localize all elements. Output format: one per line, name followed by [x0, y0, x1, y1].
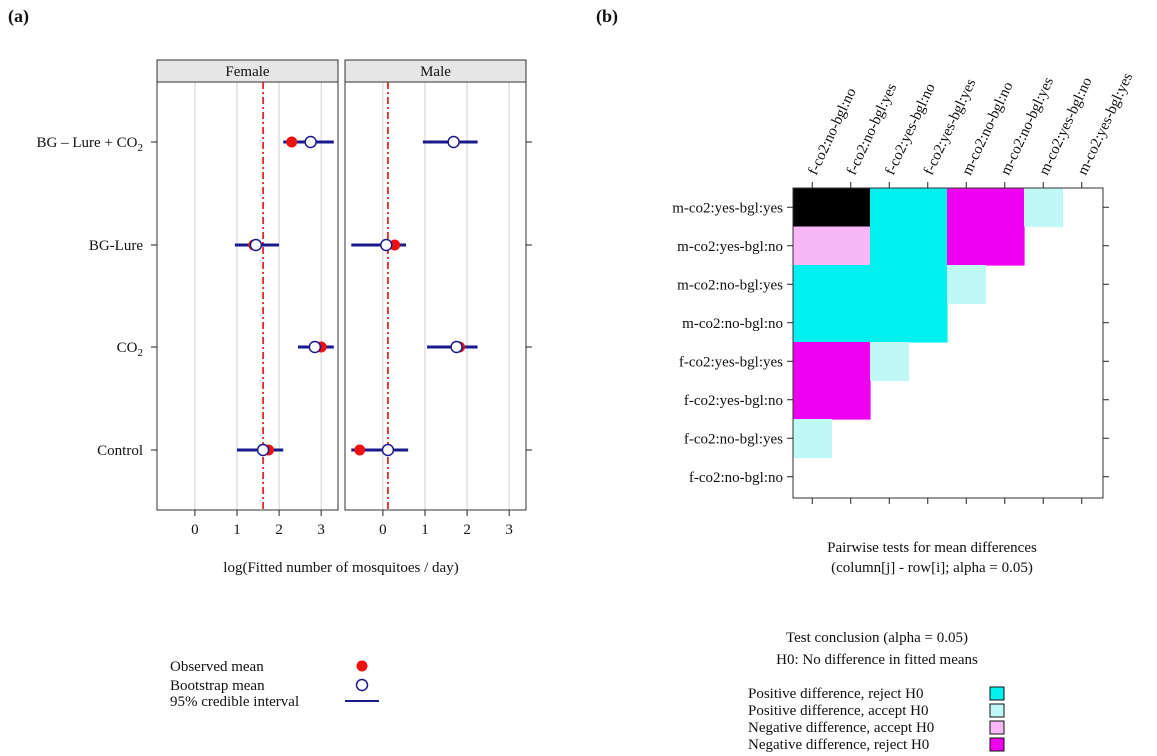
strip-label: Female [225, 64, 269, 80]
heatmap-cell [947, 188, 987, 228]
category-label-base: CO [117, 340, 138, 356]
category-label: Control [97, 443, 143, 459]
heatmap-cell [831, 265, 871, 305]
legend-swatch [989, 703, 1005, 718]
heatmap-cell [793, 265, 833, 305]
bootstrap-mean-dot [249, 238, 263, 252]
heatmap-cell [831, 226, 871, 266]
bootstrap-mean-dot [380, 238, 393, 252]
legend-label: Positive difference, reject H0 [748, 686, 924, 702]
category-label: CO2 [117, 340, 143, 359]
legend-swatch [989, 737, 1005, 752]
panel-frame [156, 81, 339, 511]
x-tick-label: 0 [379, 522, 387, 538]
heatmap-cell [870, 226, 910, 266]
category-label-base: Control [97, 443, 143, 459]
legend-bootstrap-symbol [355, 678, 369, 692]
x-tick-label: 3 [317, 522, 325, 538]
category-label: BG – Lure + CO2 [37, 135, 143, 154]
heatmap-cell [793, 226, 833, 266]
x-axis-label: log(Fitted number of mosquitoes / day) [223, 560, 458, 576]
bootstrap-mean-dot [381, 443, 395, 457]
x-tick-label: 0 [191, 522, 199, 538]
row-label: f-co2:yes-bgl:no [684, 393, 783, 409]
bootstrap-mean-dot [447, 135, 460, 149]
x-tick-label: 1 [421, 522, 429, 538]
heatmap-cell [908, 265, 948, 305]
observed-mean-dot [354, 444, 366, 456]
bootstrap-mean-dot [308, 340, 322, 354]
category-label-subscript: 2 [138, 347, 144, 359]
category-label-base: BG – Lure + CO [37, 135, 138, 151]
row-label: f-co2:no-bgl:yes [684, 431, 783, 447]
heatmap-cell [793, 419, 833, 459]
observed-mean-dot [286, 136, 298, 148]
heatmap-cell [831, 303, 871, 343]
heatmap-cell [831, 342, 871, 382]
category-label: BG-Lure [89, 238, 143, 254]
heatmap-cell [831, 188, 871, 228]
row-label: f-co2:no-bgl:no [689, 470, 783, 486]
bootstrap-mean-dot [256, 443, 270, 457]
heatmap-cell [793, 380, 833, 420]
observed-mean-dot [389, 239, 401, 251]
x-tick-label: 3 [505, 522, 513, 538]
heatmap-cell [870, 188, 910, 228]
panel-a-label: (a) [8, 6, 29, 27]
legend-label: Positive difference, accept H0 [748, 703, 928, 719]
panel-female: Female 0 1 2 3 [151, 59, 339, 538]
legend-title: Test conclusion (alpha = 0.05) [786, 630, 968, 646]
heatmap-cell [870, 303, 910, 343]
heatmap-cell [908, 188, 948, 228]
row-label: m-co2:yes-bgl:no [677, 239, 783, 255]
legend-label: 95% credible interval [170, 694, 299, 710]
panel-b-label: (b) [596, 6, 618, 27]
heatmap-cell [908, 303, 948, 343]
legend-swatch [989, 686, 1005, 701]
heatmap-cell [985, 188, 1025, 228]
panel-male: Male 0 1 2 3 [344, 59, 532, 538]
bootstrap-mean-dot [450, 340, 463, 354]
heatmap-cell [947, 226, 987, 266]
category-label-subscript: 2 [138, 142, 144, 154]
legend-label: Negative difference, reject H0 [748, 737, 929, 753]
pairwise-heatmap: f-co2:no-bgl:no f-co2:no-bgl:yes f-co2:yes… [672, 70, 1136, 753]
category-label-base: BG-Lure [89, 238, 143, 254]
row-label: m-co2:no-bgl:no [682, 316, 783, 332]
heatmap-subtitle: (column[j] - row[i]; alpha = 0.05) [831, 560, 1033, 576]
strip-label: Male [420, 64, 451, 80]
panel-frame [344, 81, 527, 511]
row-label: m-co2:yes-bgl:yes [672, 200, 783, 216]
legend-observed-symbol [356, 660, 368, 672]
heatmap-cell [793, 188, 833, 228]
legend-b: Test conclusion (alpha = 0.05) H0: No dif… [748, 630, 1005, 753]
row-label: f-co2:yes-bgl:yes [679, 354, 783, 370]
heatmap-cell [870, 342, 910, 382]
legend-label: Bootstrap mean [170, 678, 265, 694]
x-tick-label: 1 [233, 522, 241, 538]
row-label: m-co2:no-bgl:yes [677, 277, 783, 293]
heatmap-cell [908, 226, 948, 266]
heatmap-cell [947, 265, 987, 305]
legend-label: Observed mean [170, 659, 264, 675]
legend-subtitle: H0: No difference in fitted means [776, 652, 978, 668]
heatmap-cell [831, 380, 871, 420]
bootstrap-mean-dot [304, 135, 317, 149]
legend-swatch [989, 720, 1005, 735]
x-tick-label: 2 [275, 522, 283, 538]
heatmap-title: Pairwise tests for mean differences [827, 540, 1037, 556]
legend-label: Negative difference, accept H0 [748, 720, 934, 736]
heatmap-cell [793, 303, 833, 343]
heatmap-cell [985, 226, 1025, 266]
heatmap-cell [793, 342, 833, 382]
heatmap-frame [792, 187, 1104, 499]
heatmap-cell [1024, 188, 1064, 228]
heatmap-cell [870, 265, 910, 305]
x-tick-label: 2 [463, 522, 471, 538]
